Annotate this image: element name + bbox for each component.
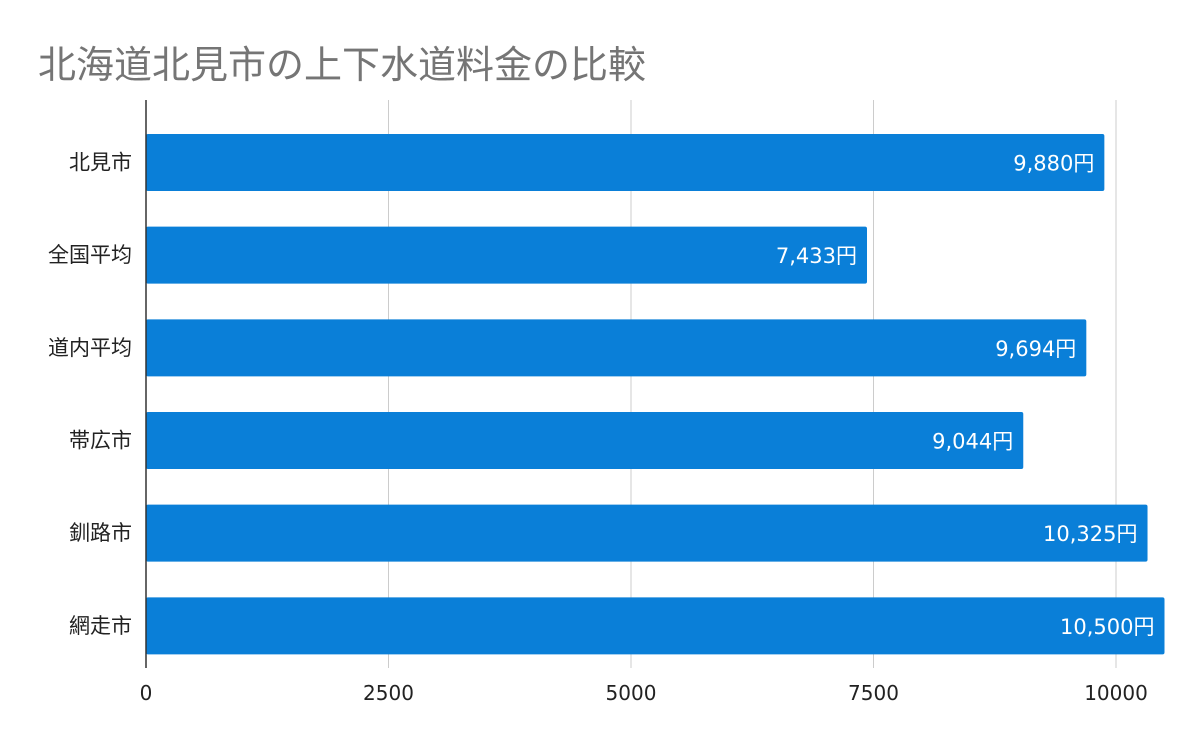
bar: [146, 597, 1165, 655]
data-label: 9,044円: [932, 430, 1013, 454]
chart-title: 北海道北見市の上下水道料金の比較: [38, 43, 647, 87]
bar: [146, 134, 1105, 191]
data-label: 10,500円: [1060, 615, 1154, 639]
bar: [146, 412, 1024, 469]
category-label: 網走市: [69, 614, 132, 638]
category-label: 釧路市: [69, 521, 132, 545]
category-label: 全国平均: [48, 243, 132, 267]
x-tick-labels: 0 2500 5000 7500 10000: [140, 681, 1148, 705]
data-label: 9,880円: [1013, 152, 1094, 176]
bar: [146, 319, 1087, 377]
grid-lines: [388, 100, 1117, 668]
data-label: 10,325円: [1043, 522, 1137, 546]
data-label: 7,433円: [776, 244, 857, 268]
x-tick-label: 5000: [606, 681, 657, 705]
x-tick-label: 0: [140, 681, 153, 705]
category-label: 帯広市: [69, 429, 132, 453]
bars: [146, 134, 1165, 655]
x-tick-label: 10000: [1084, 681, 1148, 705]
category-label: 北見市: [69, 151, 132, 175]
data-label: 9,694円: [995, 337, 1076, 361]
category-label: 道内平均: [48, 336, 132, 360]
bar: [146, 226, 868, 284]
data-labels: 9,880円 7,433円 9,694円 9,044円 10,325円 10,500円: [776, 152, 1155, 639]
x-tick-label: 7500: [848, 681, 899, 705]
bar: [146, 504, 1148, 562]
x-tick-label: 2500: [363, 681, 414, 705]
